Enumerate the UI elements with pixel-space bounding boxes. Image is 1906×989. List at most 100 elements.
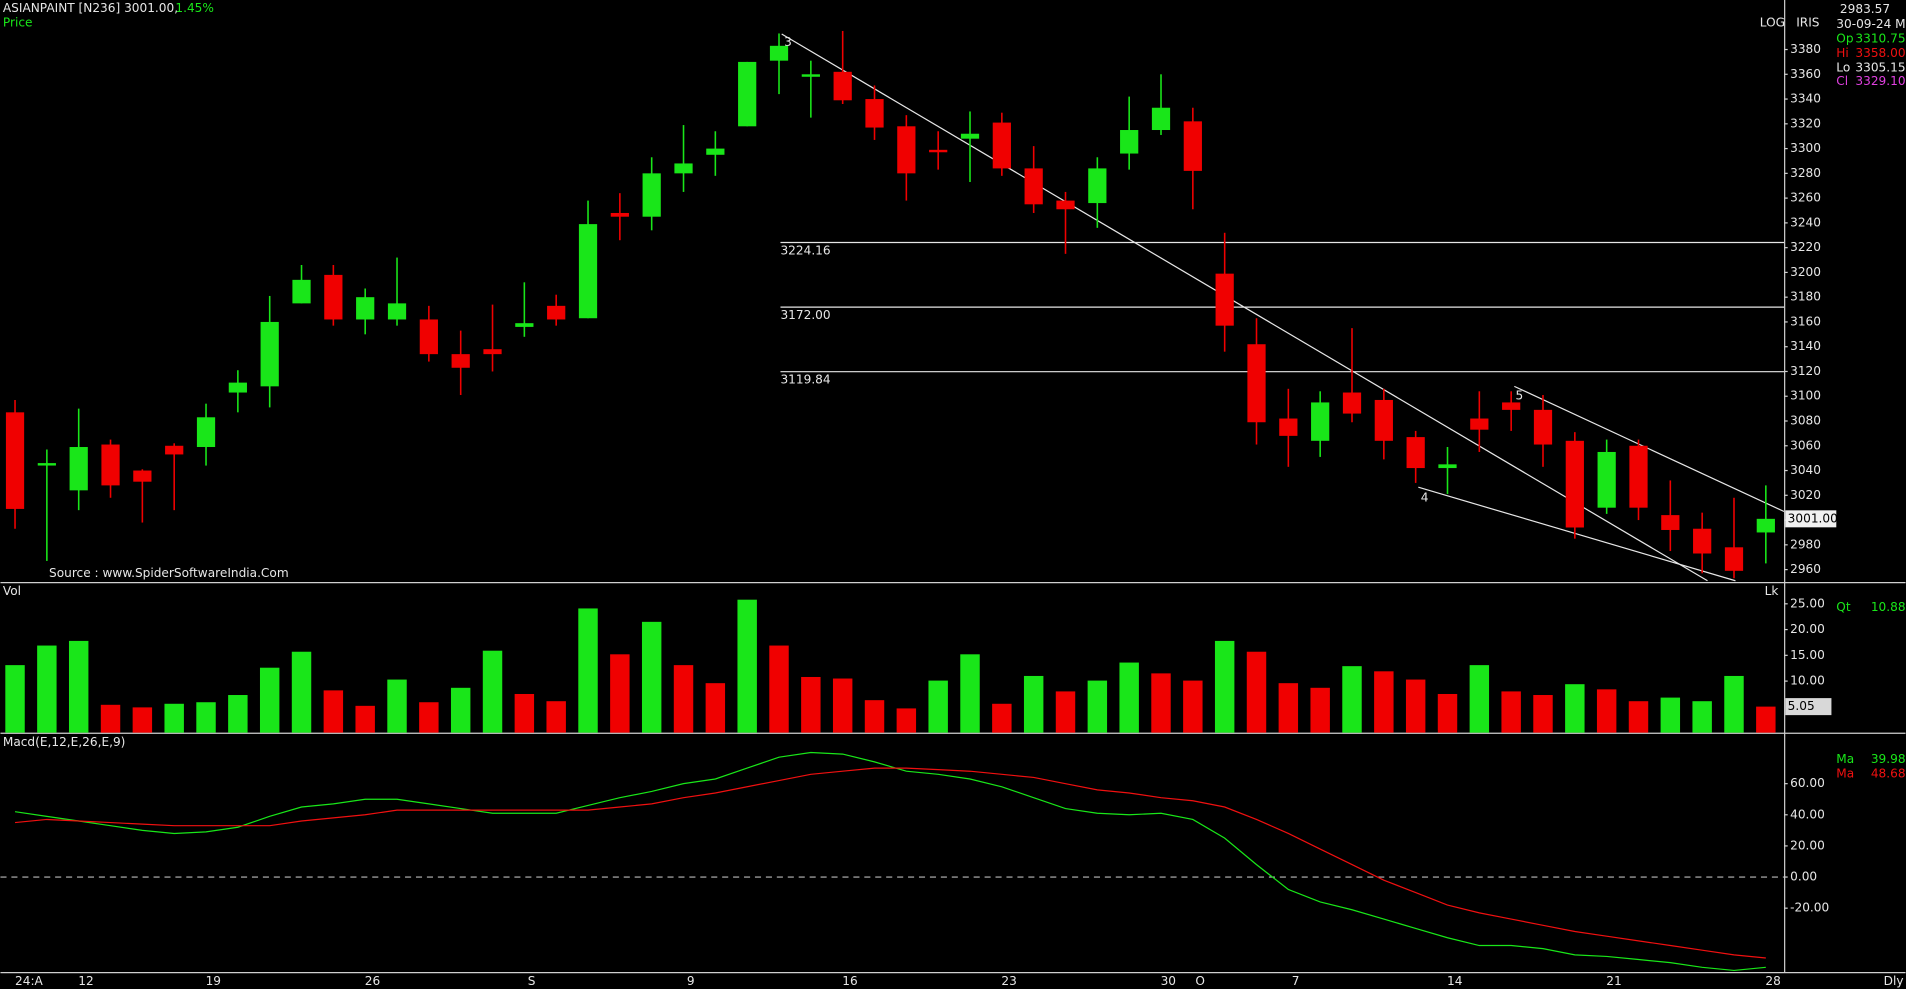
info-label: Lo <box>1836 61 1850 75</box>
candle-body <box>1629 445 1648 508</box>
volume-bar <box>1724 675 1744 733</box>
volume-bar <box>1565 684 1585 733</box>
volume-bar <box>1660 697 1681 733</box>
volume-bar <box>1437 693 1458 733</box>
volume-bar <box>1246 651 1267 733</box>
y-tick-label: 3020 <box>1790 488 1821 502</box>
candle-body <box>578 224 598 319</box>
volume-bar <box>1501 691 1521 733</box>
candle-body <box>1120 130 1139 154</box>
volume-bar <box>5 665 25 733</box>
y-tick-label: 15.00 <box>1790 648 1825 662</box>
cursor-price: 2983.57 <box>1840 2 1890 16</box>
candle-body <box>228 382 247 393</box>
candle-body <box>356 297 375 320</box>
y-tick-label: 0.00 <box>1790 870 1817 884</box>
candle-body <box>419 319 438 355</box>
candle-body <box>69 447 88 491</box>
volume-bar <box>1756 706 1776 733</box>
volume-bar <box>196 702 216 733</box>
candle-body <box>992 122 1011 169</box>
volume-bar <box>482 650 503 733</box>
y-tick-label: 3080 <box>1790 414 1821 428</box>
volume-bar <box>1214 640 1235 733</box>
candle-body <box>1311 402 1330 441</box>
volume-bar <box>355 705 375 733</box>
volume-bar <box>992 703 1012 733</box>
y-tick-label: 3180 <box>1790 290 1821 304</box>
x-tick-label: S <box>528 974 536 988</box>
candle-body <box>960 133 980 139</box>
y-tick-label: 3140 <box>1790 339 1821 353</box>
info-label: Cl <box>1836 74 1848 88</box>
change: 1.45% <box>175 1 214 15</box>
info-value: 3329.10 <box>1855 74 1905 88</box>
candle-body <box>674 163 693 174</box>
volume-bar <box>323 690 344 733</box>
candle-body <box>1724 547 1744 571</box>
x-tick-label: 19 <box>206 974 221 988</box>
study-label: IRIS <box>1796 16 1820 30</box>
x-tick-label: 9 <box>687 974 695 988</box>
x-tick-label: 21 <box>1606 974 1621 988</box>
volume-bar <box>896 708 917 733</box>
volume-bar <box>419 702 439 733</box>
volume-bar <box>259 667 280 733</box>
wave-label: 5 <box>1516 389 1524 403</box>
info-value: 3305.15 <box>1855 61 1905 75</box>
volume-bar <box>1055 691 1076 733</box>
legend-value: 39.98 <box>1871 752 1906 766</box>
candle-body <box>833 71 852 101</box>
y-tick-label: 3040 <box>1790 463 1821 477</box>
volume-bar <box>1342 666 1362 733</box>
y-tick-label: 2960 <box>1790 562 1821 576</box>
volume-bar <box>705 683 726 733</box>
volume-bar <box>960 654 980 733</box>
y-tick-label: 3360 <box>1790 67 1821 81</box>
candle-body <box>1533 409 1553 445</box>
volume-tag: 5.05 <box>1788 699 1815 713</box>
volume-bar <box>1596 689 1617 733</box>
volume-bar <box>291 651 312 733</box>
y-tick-label: 3320 <box>1790 116 1821 130</box>
volume-bar <box>1628 701 1649 733</box>
qty-label: Qt <box>1836 600 1851 614</box>
chart-title: ASIANPAINT [N236] 3001.00, <box>3 1 178 15</box>
volume-bar <box>1469 665 1490 733</box>
macd-line <box>14 751 1766 972</box>
wave-label: 4 <box>1421 491 1429 505</box>
volume-bar <box>1151 673 1171 733</box>
panel-title: Macd(E,12,E,26,E,9) <box>3 735 126 749</box>
candle-body <box>1183 121 1202 171</box>
candle-body <box>1088 168 1107 204</box>
volume-bar <box>1533 695 1553 733</box>
candle-body <box>801 74 820 77</box>
candle-body <box>547 305 566 320</box>
candle-body <box>1406 437 1425 469</box>
volume-bar <box>1183 680 1203 733</box>
y-tick-label: 3260 <box>1790 191 1821 205</box>
y-tick-label: -20.00 <box>1790 901 1829 915</box>
panel-label: Vol <box>3 584 21 598</box>
y-tick-label: 25.00 <box>1790 596 1825 610</box>
volume-bar <box>387 679 407 733</box>
macd-line <box>14 767 1766 959</box>
volume-bar <box>1692 701 1712 733</box>
volume-bar <box>610 654 630 733</box>
volume-bar <box>68 640 89 733</box>
candle-body <box>37 463 56 466</box>
x-tick-label: 16 <box>842 974 857 988</box>
x-tick-label: 23 <box>1001 974 1016 988</box>
info-value: 3310.75 <box>1855 31 1905 45</box>
x-tick-label: 7 <box>1292 974 1300 988</box>
volume-bar <box>1374 671 1394 733</box>
volume-bar <box>641 621 662 733</box>
y-tick-label: 3300 <box>1790 141 1821 155</box>
candle-body <box>451 354 470 368</box>
volume-bar <box>864 700 885 733</box>
candle-body <box>101 444 120 486</box>
trend-line <box>1514 385 1785 513</box>
x-tick-label: 30 <box>1161 974 1176 988</box>
info-label: Op <box>1836 31 1854 45</box>
